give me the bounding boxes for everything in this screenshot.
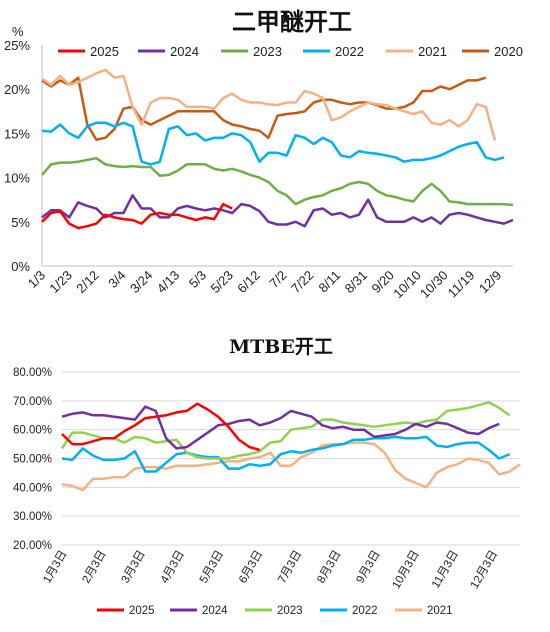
legend-label-2022: 2022 [335, 44, 364, 59]
x-tick-label: 8/11 [316, 268, 344, 296]
y-tick-label: 0% [11, 259, 30, 274]
legend-label-2024: 2024 [202, 605, 228, 617]
chart-title: 二甲醚开工 [232, 8, 352, 36]
y-tick-label: 30.00% [13, 511, 52, 523]
series-group [41, 68, 514, 230]
x-tick-label: 5/23 [207, 268, 236, 297]
chart-title: MTBE开工 [229, 336, 333, 358]
legend-label-2025: 2025 [90, 44, 119, 59]
mtbe-chart: MTBE开工 20.00% 30.00% 40.00% 50.00% 60.00% 70.… [13, 336, 521, 617]
series-line-2021 [41, 68, 497, 141]
legend-label-2025: 2025 [129, 605, 155, 617]
x-tick-label: 3/24 [127, 268, 156, 297]
x-tick-label: 7/22 [288, 268, 317, 297]
legend-label-2020: 2020 [494, 44, 523, 59]
legend-label-2022: 2022 [352, 605, 378, 617]
x-tick-label: 7月3日 [276, 549, 304, 586]
series-line-2023 [41, 156, 514, 207]
x-tick-label: 2月3日 [80, 549, 108, 586]
x-tick-label: 10/10 [390, 268, 424, 302]
y-tick-label: 70.00% [13, 396, 52, 408]
gridlines [62, 371, 520, 546]
y-tick-label: 40.00% [13, 482, 52, 494]
x-tick-label: 1月3日 [41, 549, 69, 586]
series-line-2022 [41, 121, 505, 166]
x-tick-label: 5月3日 [198, 549, 226, 586]
series-line-2024 [41, 194, 514, 228]
y-tick-label: 15% [4, 126, 30, 141]
y-tick-label: 10% [4, 171, 30, 186]
x-tick-label: 7/2 [266, 268, 289, 291]
x-tick-label: 10月3日 [390, 549, 421, 592]
legend-label-2023: 2023 [277, 605, 303, 617]
y-axis-label: % [12, 24, 24, 39]
y-tick-label: 5% [11, 215, 30, 230]
y-tick-label: 25% [4, 38, 30, 53]
x-tick-label: 3月3日 [120, 549, 148, 586]
x-tick-label: 8/31 [342, 268, 371, 297]
x-tick-label: 6/12 [234, 268, 263, 297]
legend-label-2024: 2024 [170, 44, 199, 59]
x-tick-label: 10/30 [417, 268, 451, 302]
legend-label-2021: 2021 [427, 605, 453, 617]
x-tick-label: 6月3日 [237, 549, 265, 586]
x-tick-label: 5/3 [186, 268, 209, 291]
y-axis-ticks: 20.00% 30.00% 40.00% 50.00% 60.00% 70.00% 80.0… [13, 367, 52, 552]
x-tick-label: 12/9 [476, 268, 505, 297]
x-tick-label: 12月3日 [469, 549, 500, 592]
series-line-2022 [61, 435, 511, 473]
x-tick-label: 1/23 [46, 268, 75, 297]
legend-label-2023: 2023 [253, 44, 282, 59]
y-axis-ticks: 0% 5% 10% 15% 20% 25% [4, 38, 30, 274]
y-tick-label: 60.00% [13, 425, 52, 437]
legend-label-2021: 2021 [418, 44, 447, 59]
chart-legend: 2025 2024 2023 2022 2021 [97, 605, 453, 617]
x-tick-label: 8月3日 [315, 549, 343, 586]
x-axis-ticks: 1月3日 2月3日 3月3日 4月3日 5月3日 6月3日 7月3日 8月3日 9月3日 10月3… [41, 549, 500, 592]
chart-legend: 2025 2024 2023 2022 2021 2020 [58, 44, 523, 59]
series-group [60, 401, 521, 492]
y-tick-label: 80.00% [13, 367, 52, 379]
x-tick-label: 9月3日 [354, 549, 382, 586]
x-tick-label: 3/4 [105, 268, 128, 291]
dme-chart: 二甲醚开工 % 2025 2024 2023 2022 2021 2020 0% 5% 10%… [4, 8, 523, 301]
x-tick-label: 2/12 [73, 268, 102, 297]
series-line-2024 [61, 405, 500, 450]
x-tick-label: 4/13 [154, 268, 183, 297]
x-tick-label: 11/19 [445, 268, 478, 301]
y-tick-label: 20% [4, 82, 30, 97]
y-tick-label: 20.00% [13, 540, 52, 552]
series-line-2020 [41, 76, 487, 141]
x-tick-label: 11月3日 [430, 549, 461, 591]
y-tick-label: 50.00% [13, 454, 52, 466]
x-axis-ticks: 1/31/232/12 3/43/244/13 5/35/236/12 7/27/22… [25, 268, 505, 302]
series-line-2025 [41, 202, 233, 230]
series-line-2021 [61, 441, 521, 492]
x-tick-label: 4月3日 [159, 549, 187, 586]
series-line-2025 [61, 402, 261, 452]
series-line-2023 [60, 401, 511, 460]
